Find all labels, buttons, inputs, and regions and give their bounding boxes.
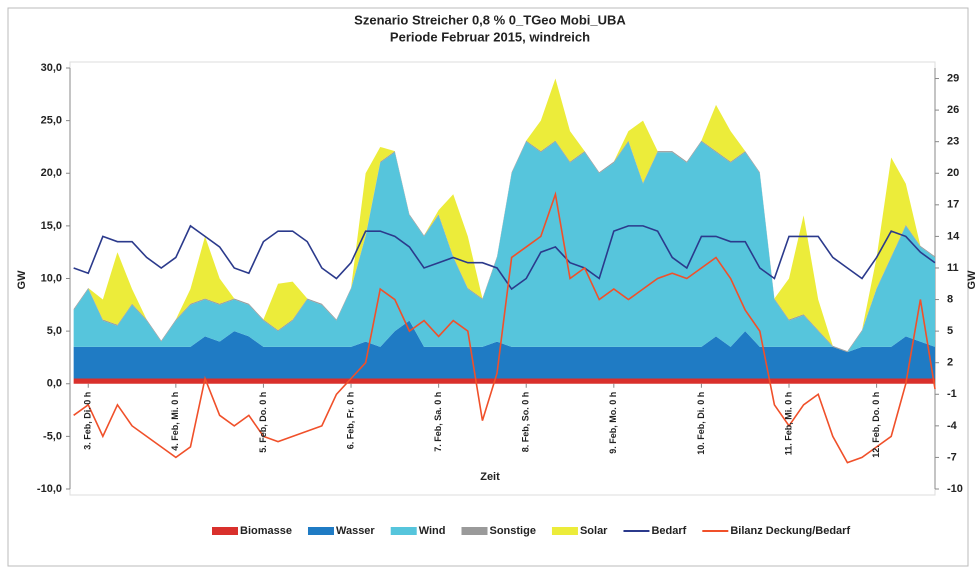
- y-tick-label: 10,0: [41, 272, 62, 284]
- area: [73, 141, 936, 353]
- legend-label: Wasser: [336, 525, 375, 537]
- x-tick-label: 6. Feb, Fr. 0 h: [345, 392, 355, 450]
- y2-tick-label: 26: [947, 104, 959, 116]
- y2-tick-label: 11: [947, 262, 959, 274]
- y2-tick-label: 29: [947, 72, 959, 84]
- y2-tick-label: -1: [947, 388, 957, 400]
- legend-swatch: [551, 527, 578, 535]
- x-tick-label: 12. Feb, Do. 0 h: [871, 392, 881, 458]
- legend-label: Bilanz Deckung/Bedarf: [730, 525, 850, 537]
- y2-tick-label: 17: [947, 199, 959, 211]
- y-tick-label: 5,0: [47, 325, 62, 337]
- legend-swatch: [390, 527, 417, 535]
- line: [73, 224, 936, 291]
- y2-tick-label: 2: [947, 357, 953, 369]
- y-tick-label: -5,0: [43, 430, 62, 442]
- x-axis-title: Zeit: [480, 471, 500, 483]
- legend-swatch: [307, 527, 334, 535]
- legend-label: Biomasse: [240, 525, 292, 537]
- y-tick-label: 30,0: [41, 62, 62, 74]
- y2-tick-label: -4: [947, 420, 958, 432]
- legend-label: Wind: [419, 525, 446, 537]
- y2-tick-label: 5: [947, 325, 953, 337]
- y-tick-label: 25,0: [41, 115, 62, 127]
- area: [73, 378, 936, 384]
- y-tick-label: 0,0: [47, 378, 62, 390]
- x-tick-label: 8. Feb, So. 0 h: [521, 392, 531, 453]
- y-tick-label: 20,0: [41, 167, 62, 179]
- y-tick-label: 15,0: [41, 220, 62, 232]
- legend-swatch: [461, 527, 488, 535]
- line: [73, 191, 936, 464]
- y2-axis-title: GW: [966, 270, 976, 290]
- x-tick-label: 3. Feb, Di. 0 h: [83, 392, 93, 450]
- legend-label: Sonstige: [490, 525, 536, 537]
- legend-label: Solar: [580, 525, 608, 537]
- x-tick-label: 5. Feb, Do. 0 h: [258, 392, 268, 453]
- y2-tick-label: 8: [947, 293, 953, 305]
- y2-tick-label: -7: [947, 451, 957, 463]
- y2-tick-label: 20: [947, 167, 959, 179]
- x-tick-label: 9. Feb, Mo. 0 h: [608, 392, 618, 454]
- chart-title: Szenario Streicher 0,8 % 0_TGeo Mobi_UBA: [354, 12, 626, 27]
- x-tick-label: 10. Feb, Di. 0 h: [696, 392, 706, 455]
- y2-tick-label: 23: [947, 136, 959, 148]
- y-tick-label: -10,0: [37, 483, 62, 495]
- y2-tick-label: -10: [947, 483, 963, 495]
- chart-subtitle: Periode Februar 2015, windreich: [390, 29, 590, 44]
- x-tick-label: 7. Feb, Sa. 0 h: [433, 392, 443, 452]
- area: [73, 320, 936, 379]
- y-axis-title: GW: [16, 270, 28, 290]
- legend-label: Bedarf: [651, 525, 686, 537]
- x-tick-label: 4. Feb, Mi. 0 h: [170, 392, 180, 451]
- area: [73, 78, 936, 352]
- legend-swatch: [212, 527, 238, 535]
- y2-tick-label: 14: [947, 230, 960, 242]
- x-tick-label: 11. Feb, Mi. 0 h: [783, 392, 793, 456]
